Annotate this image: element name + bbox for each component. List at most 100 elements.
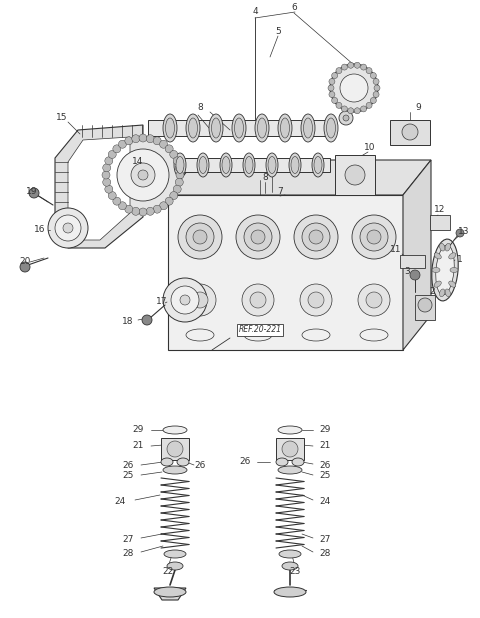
Text: 22: 22 [162,567,174,577]
Circle shape [193,230,207,244]
Circle shape [330,64,378,112]
Ellipse shape [449,253,456,259]
Circle shape [332,98,337,103]
Ellipse shape [255,114,269,142]
Circle shape [308,292,324,308]
Circle shape [348,62,354,68]
Text: 1: 1 [457,255,463,265]
Ellipse shape [434,281,441,287]
Circle shape [366,292,382,308]
Text: 7: 7 [277,187,283,197]
Circle shape [138,170,148,180]
Ellipse shape [324,114,338,142]
Circle shape [186,223,214,251]
Bar [148,120,330,136]
Circle shape [113,145,121,153]
Circle shape [165,145,173,153]
Circle shape [339,111,353,125]
Ellipse shape [186,114,200,142]
Circle shape [371,98,376,103]
Ellipse shape [292,458,304,466]
Circle shape [153,205,161,213]
Ellipse shape [280,118,289,138]
Circle shape [132,207,140,215]
Ellipse shape [166,118,175,138]
Circle shape [250,292,266,308]
Circle shape [117,149,169,201]
Ellipse shape [440,289,445,297]
Circle shape [170,150,178,158]
Circle shape [294,215,338,259]
Ellipse shape [163,426,187,434]
Text: 24: 24 [319,497,331,507]
Ellipse shape [445,289,450,297]
Circle shape [170,192,178,200]
Circle shape [366,103,372,108]
Circle shape [418,298,432,312]
Circle shape [153,137,161,145]
Text: 26: 26 [122,460,134,470]
Circle shape [402,124,418,140]
Polygon shape [390,120,430,145]
Ellipse shape [436,245,454,295]
Circle shape [328,85,334,91]
Ellipse shape [450,268,458,273]
Circle shape [300,284,332,316]
Circle shape [251,230,265,244]
Text: 4: 4 [252,7,258,17]
Polygon shape [430,215,450,230]
Ellipse shape [189,118,197,138]
Circle shape [360,223,388,251]
Ellipse shape [326,118,336,138]
Ellipse shape [212,118,220,138]
Text: 3: 3 [404,268,410,276]
Circle shape [105,137,181,213]
Circle shape [178,215,222,259]
Polygon shape [68,137,130,240]
Circle shape [173,185,181,193]
Circle shape [142,315,152,325]
Circle shape [48,208,88,248]
Text: 11: 11 [390,245,402,255]
Text: 8: 8 [262,174,268,182]
Text: 21: 21 [319,441,331,451]
Text: 29: 29 [319,426,331,434]
Polygon shape [335,155,375,195]
Ellipse shape [197,153,209,177]
Ellipse shape [235,118,243,138]
Text: 26: 26 [319,460,331,470]
Circle shape [336,67,342,74]
Ellipse shape [266,153,278,177]
Ellipse shape [243,153,255,177]
Circle shape [302,223,330,251]
Circle shape [341,106,348,112]
Text: 28: 28 [319,549,331,557]
Circle shape [180,295,190,305]
Polygon shape [400,255,425,268]
Circle shape [456,229,464,237]
Text: 16: 16 [34,226,46,234]
Circle shape [119,201,126,210]
Ellipse shape [289,153,301,177]
Text: 6: 6 [291,4,297,12]
Circle shape [373,91,379,98]
Text: 8: 8 [197,103,203,112]
Circle shape [108,150,116,158]
Ellipse shape [445,243,450,251]
Text: 5: 5 [275,27,281,36]
Ellipse shape [163,466,187,474]
Ellipse shape [278,466,302,474]
Circle shape [175,178,183,186]
Circle shape [139,134,147,142]
Ellipse shape [164,550,186,558]
Circle shape [371,72,376,78]
Circle shape [184,284,216,316]
Ellipse shape [440,243,445,251]
Circle shape [131,163,155,187]
Text: 21: 21 [132,441,144,451]
Ellipse shape [278,426,302,434]
Circle shape [360,106,367,112]
Circle shape [163,278,207,322]
Polygon shape [168,195,403,350]
Circle shape [167,441,183,457]
